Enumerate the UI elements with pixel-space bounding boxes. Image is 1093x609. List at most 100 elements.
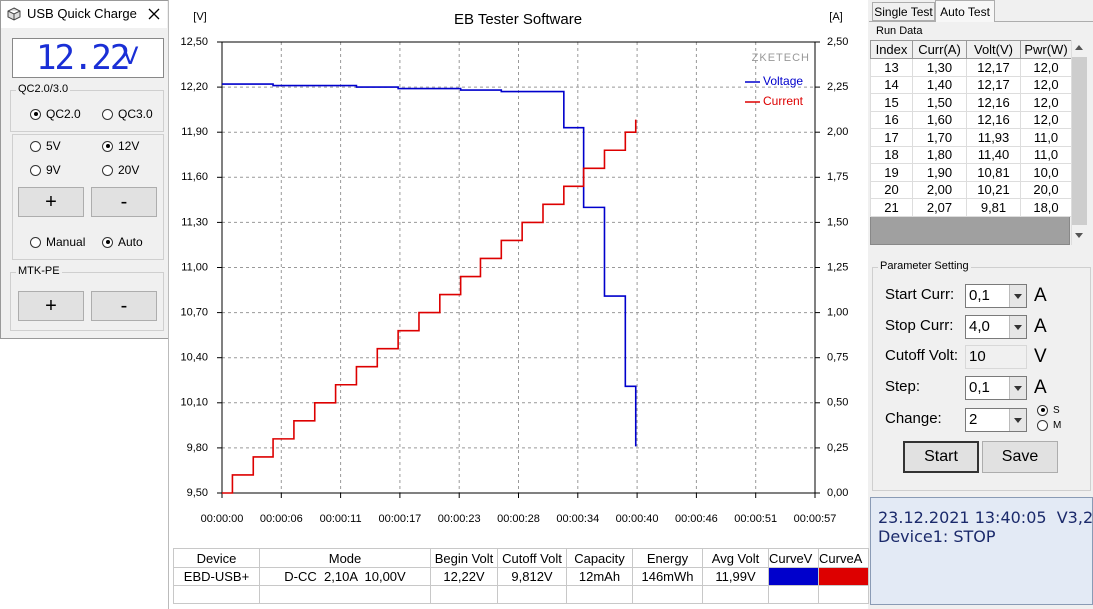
table-row: 15 1,50 12,16 12,0 [870,93,1072,112]
table-cell [818,585,869,604]
table-cell [566,585,633,604]
table-cell: 10,81 [966,163,1021,182]
table-cell: 21 [870,198,913,217]
y-tick-label: 11,00 [181,261,208,273]
table-cell: 18 [870,145,913,164]
table-cell [430,585,498,604]
field-unit: A [1034,316,1047,337]
field-unit: A [1034,377,1047,398]
x-tick-label: 00:00:23 [438,513,481,525]
button[interactable]: + [18,187,84,217]
group-label: Run Data [876,25,923,37]
radio-label: M [1053,419,1062,431]
radio-label: QC3.0 [118,107,153,121]
data-line [222,119,637,494]
field-label: Stop Curr: [885,317,954,334]
table-cell: 14 [870,75,913,94]
x-tick-label: 00:00:51 [734,513,777,525]
table-cell: 16 [870,110,913,129]
close-button[interactable] [148,8,160,20]
input-box[interactable]: 0,1 [965,376,1027,400]
radio-circle [1037,419,1048,431]
radio-dot [105,144,110,148]
y2-axis-label: [A] [829,11,842,23]
radio-button[interactable]: Manual [30,234,85,250]
radio-button[interactable]: 12V [102,138,139,154]
input-box[interactable]: 10 [965,345,1027,369]
radio-circle [102,140,113,152]
radio-circle [102,164,113,176]
x-tick-label: 00:00:40 [616,513,659,525]
table-cell: EBD-USB+ [173,567,260,586]
header-cell: Curr(A) [912,40,967,59]
header-cell: Capacity [566,548,633,568]
table-cell: 12,0 [1020,110,1072,129]
input-box[interactable]: 2 [965,408,1027,432]
table-cell: 10,21 [966,180,1021,199]
y-tick-label: 12,50 [180,36,208,48]
radio-button[interactable]: S [1037,402,1060,418]
radio-button[interactable]: 20V [102,162,139,178]
radio-label: Manual [46,235,86,249]
app-icon [7,7,21,21]
table-cell: 2,00 [912,180,967,199]
chart-title: EB Tester Software [454,11,582,28]
button[interactable]: Start [903,441,979,473]
table-cell: 12,0 [1020,93,1072,112]
input-box[interactable]: 0,1 [965,284,1027,308]
table-cell [632,585,703,604]
y2-tick-label: 1,75 [827,171,848,183]
radio-button[interactable]: 9V [30,162,61,178]
table-cell: 20,0 [1020,180,1072,199]
run-data-table: Index Curr(A) Volt(V) Pwr(W) 13 1,30 12,17 12,0… [870,40,1072,217]
display-unit: V [122,42,139,70]
curve-color [768,567,819,586]
y2-tick-label: 0,75 [827,352,848,364]
table-cell: 1,50 [912,93,967,112]
button[interactable]: + [18,291,84,321]
header-cell: Volt(V) [966,40,1021,59]
radio-label: 5V [46,139,61,153]
table-cell: 11,0 [1020,145,1072,164]
table-cell: 12,22V [430,567,498,586]
radio-button[interactable]: Auto [102,234,143,250]
input-box[interactable]: 4,0 [965,315,1027,339]
table-cell: D-CC 2,10A 10,00V [259,567,431,586]
table-cell: 10,0 [1020,163,1072,182]
button[interactable]: - [91,291,157,321]
radio-button[interactable]: 5V [30,138,61,154]
y2-tick-label: 1,25 [827,261,848,273]
radio-button[interactable]: QC3.0 [102,106,153,122]
header-cell: Index [870,40,913,59]
radio-dot [1040,408,1045,412]
dropdown-arrow [1014,418,1022,423]
dropdown-arrow [1014,294,1022,299]
radio-dot [33,112,38,116]
y-tick-label: 11,90 [181,126,208,138]
x-tick-label: 00:00:06 [260,513,303,525]
usb-title-bar [1,1,167,28]
scroll-down[interactable] [1075,233,1083,238]
y-tick-label: 11,30 [181,216,208,228]
button[interactable]: - [91,187,157,217]
radio-circle [102,236,113,248]
dropdown-arrow [1014,386,1022,391]
dropdown-button [1009,316,1026,338]
x-tick-label: 00:00:46 [675,513,718,525]
tab[interactable]: Single Test [872,2,935,21]
tab[interactable]: Auto Test [935,0,995,22]
group-label: QC2.0/3.0 [16,83,71,95]
header-cell: Device [173,548,260,568]
radio-button[interactable]: QC2.0 [30,106,81,122]
scroll-thumb [1072,57,1087,225]
table-cell: 1,90 [912,163,967,182]
scroll-up[interactable] [1075,45,1083,50]
button[interactable]: Save [982,441,1058,473]
y2-tick-label: 0,50 [827,397,848,409]
radio-button[interactable]: M [1037,417,1061,433]
radio-circle [30,140,41,152]
group-box [10,272,164,331]
field-label: Start Curr: [885,286,955,303]
table-cell: 17 [870,128,913,147]
